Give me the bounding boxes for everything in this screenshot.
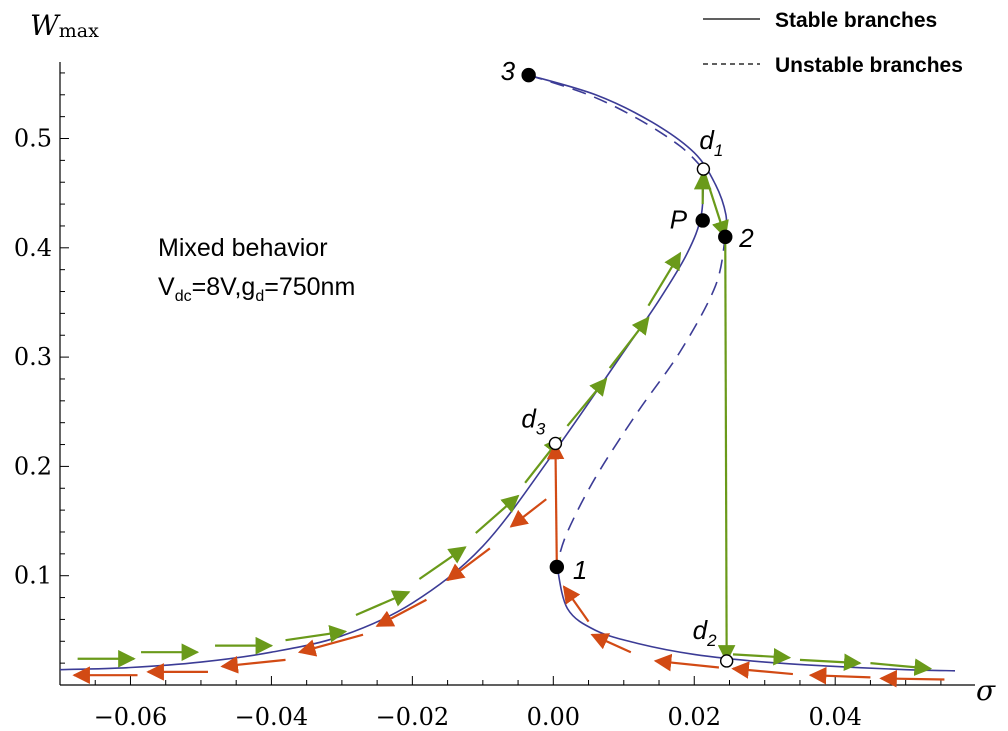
point-label-sub: 1: [714, 141, 723, 160]
legend-entry-unstable: Unstable branches: [775, 54, 963, 77]
point-marker-d2: [719, 654, 734, 668]
backward-arrow-right-2: [731, 661, 794, 679]
point-label-d2: d2: [693, 615, 717, 650]
point-label-main: 2: [738, 223, 754, 253]
stable-branch-curve-0: [59, 169, 705, 671]
forward-arrow-8: [566, 377, 608, 427]
point-label-main: 3: [501, 56, 516, 86]
backward-arrow-left-1: [446, 547, 491, 582]
point-label-main: d: [521, 403, 537, 433]
x-tick-label: 0.02: [668, 703, 721, 731]
annotation: Mixed behavior Vdc=8V,gd=750nm: [158, 234, 355, 305]
annotation-line1: Mixed behavior: [158, 234, 328, 262]
backward-arrow-right-1: [808, 666, 871, 685]
point-label-P: P: [670, 204, 688, 234]
annotation-line2: Vdc=8V,gd=750nm: [158, 273, 355, 305]
jump-arrow-0: [546, 441, 565, 567]
point-label-d1: d1: [699, 125, 723, 160]
x-tick-label: 0.04: [808, 703, 861, 731]
point-label-main: P: [670, 204, 688, 234]
point-label-2: 2: [738, 223, 754, 253]
flow-arrows: [72, 168, 945, 688]
point-marker-d1: [696, 162, 711, 176]
x-tick-label: 0.00: [527, 703, 580, 731]
axes: [59, 62, 975, 686]
y-tick-label: 0.2: [14, 452, 52, 480]
point-label-sub: 3: [536, 419, 546, 438]
x-tick-label: −0.02: [376, 703, 450, 731]
annotation-mid: =8V,g: [192, 273, 256, 301]
forward-arrow-right-1: [799, 653, 862, 672]
point-marker-2: [718, 229, 733, 245]
annotation-dc: dc: [175, 288, 192, 305]
point-label-main: 1: [573, 555, 587, 585]
backward-arrow-right-5: [562, 585, 590, 623]
x-tick-label: −0.04: [235, 703, 309, 731]
backward-arrow-left-2: [375, 598, 427, 627]
y-axis-label: Wmax: [30, 9, 99, 42]
y-tick-label: 0.5: [14, 125, 52, 153]
unstable-branch-curve-3: [556, 236, 727, 566]
point-marker-P: [695, 213, 710, 228]
y-axis-label-main: W: [30, 9, 61, 42]
backward-arrow-right-0: [879, 669, 945, 688]
backward-arrow-right-3: [653, 653, 720, 672]
forward-arrow-6: [475, 494, 520, 534]
point-marker-1: [549, 559, 565, 575]
y-tick-label: 0.3: [14, 343, 52, 371]
ticks: −0.06 −0.04 −0.02 0.00 0.02 0.04 0.1 0.2 0.3 0.4 0…: [14, 72, 942, 731]
point-label-3: 3: [501, 56, 516, 86]
forward-arrow-right-2: [870, 658, 933, 676]
point-label-sub: 2: [706, 631, 717, 650]
forward-arrow-9: [608, 316, 650, 369]
unstable-branch-curve-1: [528, 74, 704, 170]
annotation-v: V: [158, 273, 175, 301]
y-axis-label-sub: max: [59, 20, 99, 42]
point-marker-3: [521, 67, 536, 83]
annotation-d: d: [255, 288, 264, 305]
backward-arrow-left-4: [220, 656, 286, 674]
point-marker-d3: [548, 436, 563, 451]
jump-arrow-2: [717, 236, 736, 663]
point-label-1: 1: [573, 555, 587, 585]
jump-arrow-1: [702, 168, 729, 239]
x-axis-label: σ: [976, 674, 996, 707]
point-label-main: d: [699, 125, 715, 155]
forward-arrow-3: [285, 625, 348, 643]
x-tick-label: −0.06: [94, 703, 168, 731]
forward-arrow-right-0: [732, 647, 792, 666]
legend: Stable branches Unstable branches: [703, 9, 963, 77]
curves: [59, 74, 956, 672]
point-label-main: d: [693, 615, 709, 645]
forward-arrow-4: [355, 590, 411, 617]
point-label-d3: d3: [521, 403, 545, 438]
stable-branch-curve-4: [556, 564, 956, 672]
backward-arrow-right-4: [590, 633, 632, 654]
y-tick-label: 0.4: [14, 234, 52, 262]
annotation-end: =750nm: [264, 273, 355, 301]
y-tick-label: 0.1: [14, 562, 52, 590]
backward-arrow-left-0: [509, 498, 547, 528]
backward-arrow-left-3: [297, 633, 364, 657]
forward-arrow-10: [647, 251, 682, 307]
legend-entry-stable: Stable branches: [775, 9, 937, 32]
stable-branch-curve-2: [528, 74, 728, 237]
forward-arrow-5: [418, 546, 467, 580]
